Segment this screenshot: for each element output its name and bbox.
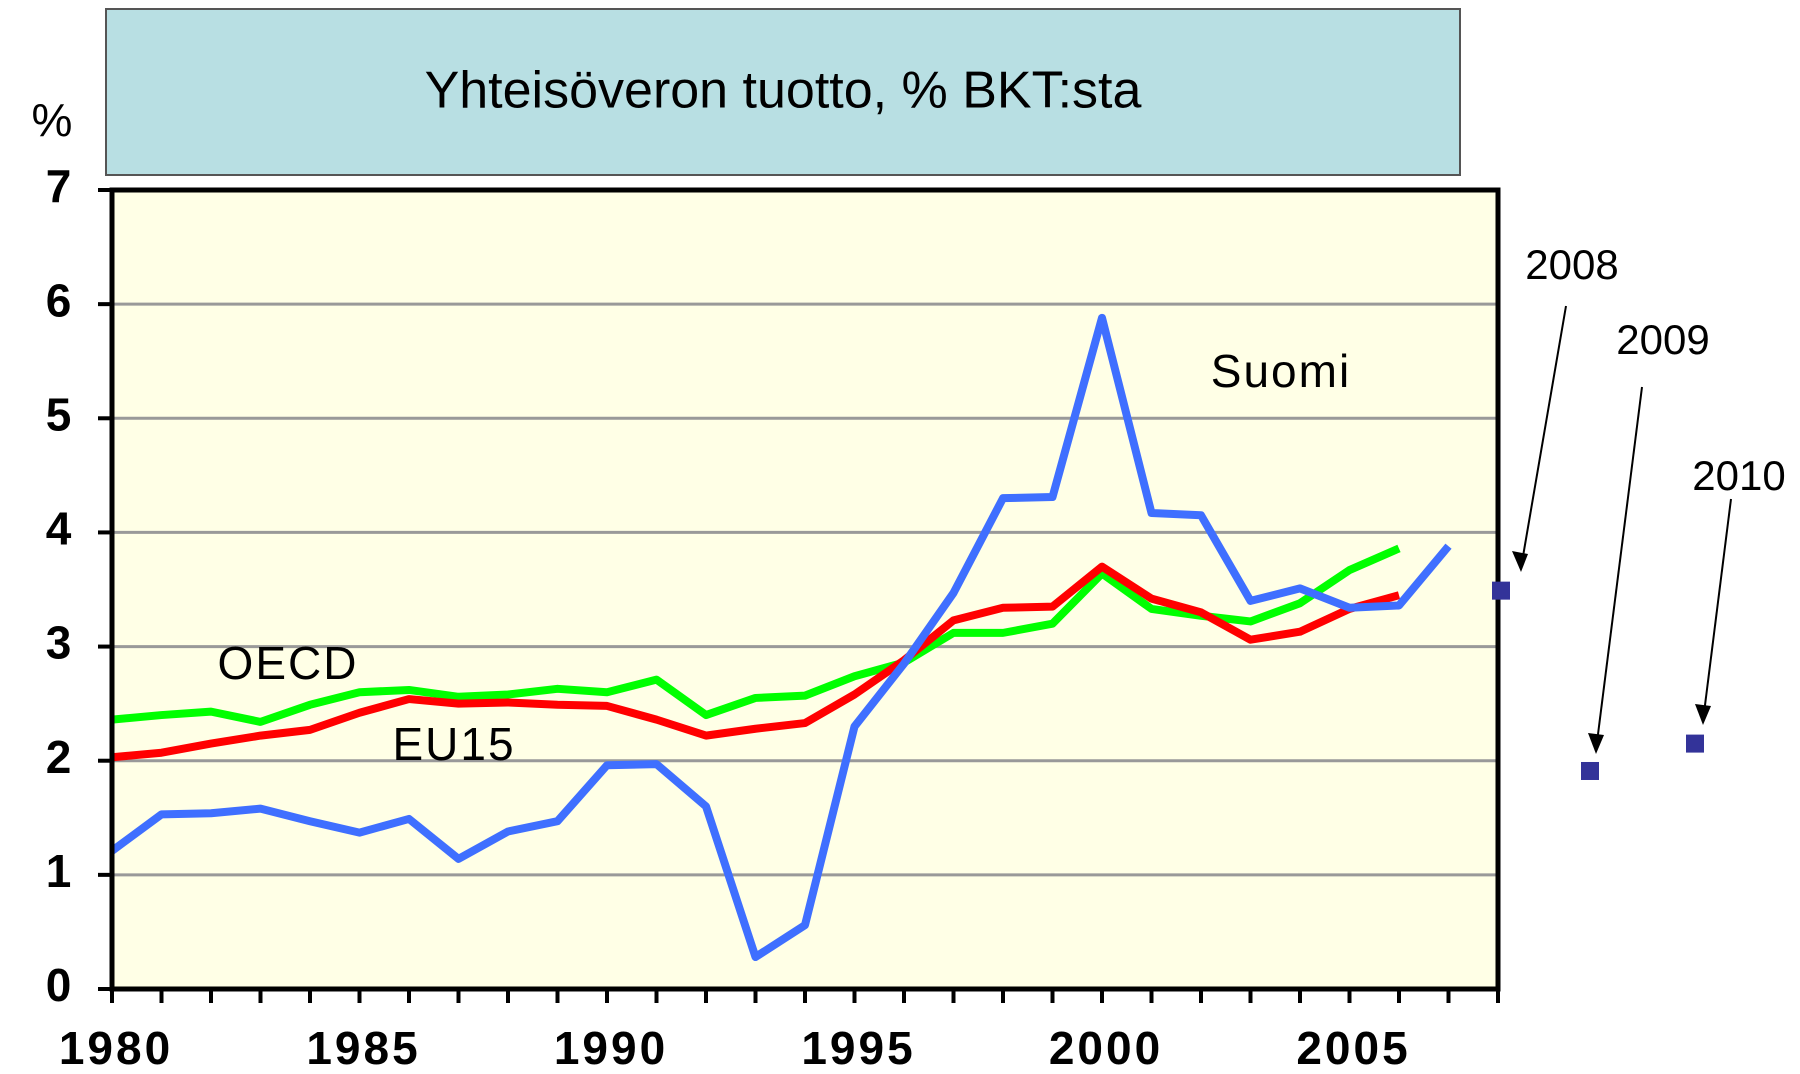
point-label: 2008 bbox=[1525, 241, 1618, 288]
y-tick-label: 6 bbox=[46, 274, 75, 326]
y-tick-label: 3 bbox=[46, 617, 75, 669]
y-tick-label: 2 bbox=[46, 731, 75, 783]
y-tick-label: 0 bbox=[46, 959, 75, 1011]
x-tick-label: 1995 bbox=[801, 1022, 915, 1074]
series-line bbox=[111, 562, 1401, 762]
point-marker bbox=[1686, 734, 1704, 753]
title-box bbox=[105, 8, 1461, 176]
arrow bbox=[1702, 498, 1732, 722]
arrow-head bbox=[1512, 551, 1528, 572]
arrow-head bbox=[1588, 733, 1604, 754]
x-tick-label: 2005 bbox=[1296, 1022, 1410, 1074]
x-tick-label: 1985 bbox=[306, 1022, 420, 1074]
arrow bbox=[1520, 305, 1567, 569]
series-label: EU15 bbox=[392, 718, 515, 770]
y-tick-label: 7 bbox=[46, 160, 75, 212]
series-label: OECD bbox=[218, 637, 359, 689]
chart-title: Yhteisöveron tuotto, % BKT:sta bbox=[425, 62, 1142, 120]
point-marker bbox=[1581, 761, 1599, 780]
x-tick-label: 2000 bbox=[1049, 1022, 1163, 1074]
y-axis-label: % bbox=[32, 94, 73, 146]
arrow bbox=[1595, 386, 1643, 751]
plot-area bbox=[112, 190, 1498, 989]
y-tick-label: 5 bbox=[46, 388, 75, 440]
point-marker bbox=[1492, 581, 1510, 600]
x-tick-label: 1980 bbox=[59, 1022, 173, 1074]
point-label: 2010 bbox=[1692, 452, 1785, 499]
series-line bbox=[111, 544, 1401, 726]
series-line bbox=[109, 313, 1452, 962]
y-tick-label: 4 bbox=[46, 503, 75, 555]
y-tick-label: 1 bbox=[46, 845, 75, 897]
series-label: Suomi bbox=[1211, 345, 1351, 397]
arrow-head bbox=[1695, 704, 1711, 725]
point-label: 2009 bbox=[1616, 316, 1709, 363]
x-tick-label: 1990 bbox=[554, 1022, 668, 1074]
